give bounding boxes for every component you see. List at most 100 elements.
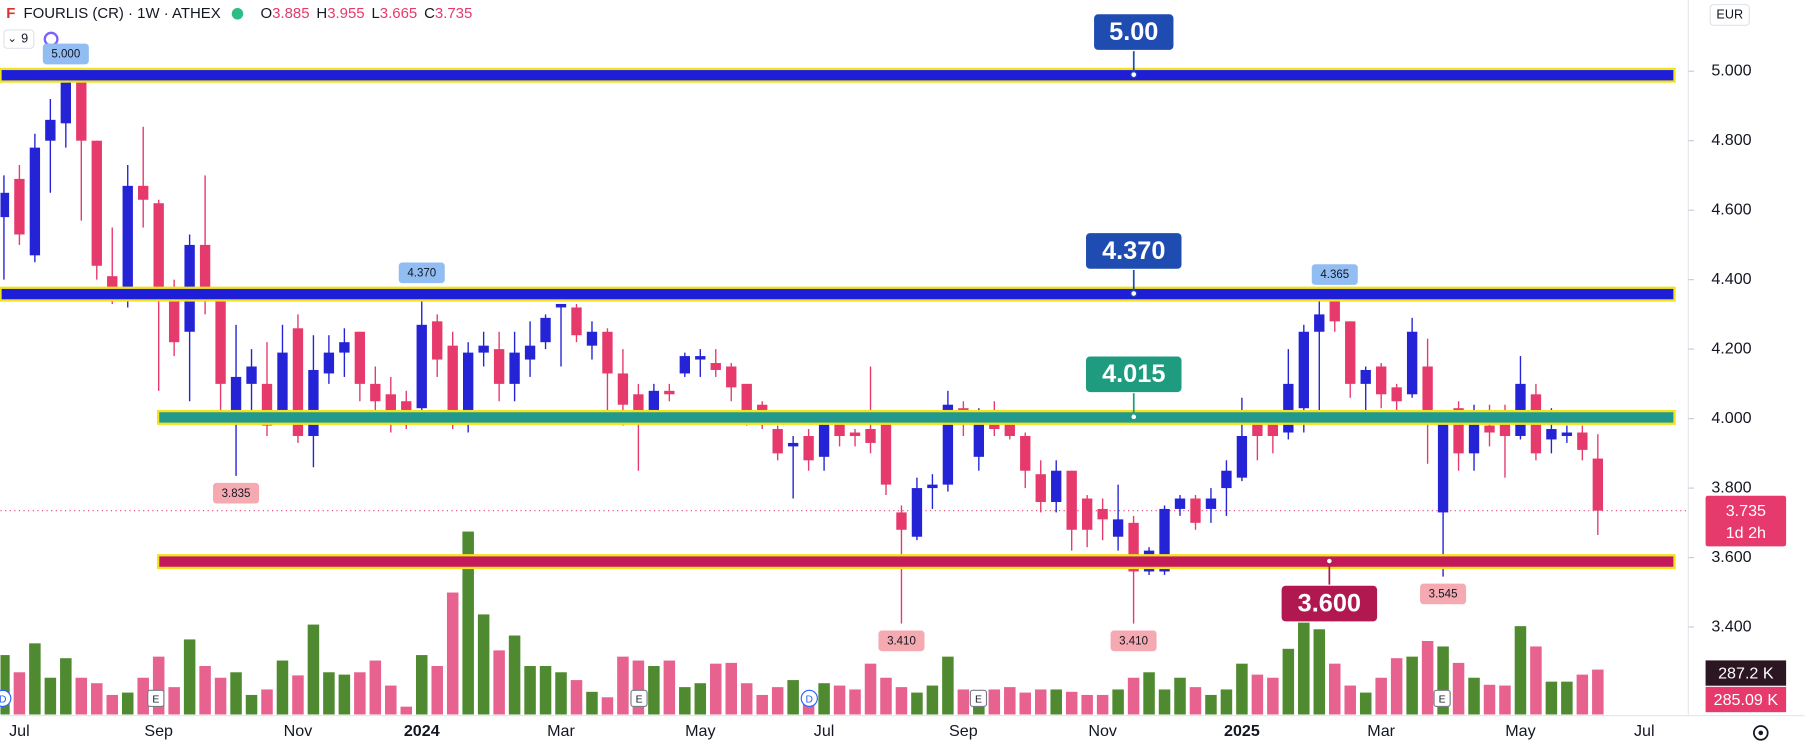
volume-bar [199, 666, 211, 715]
event-label: E [152, 694, 159, 705]
ohlc-key: L [372, 5, 380, 22]
volume-bar [168, 687, 180, 715]
extreme-label: 4.370 [407, 267, 436, 279]
volume-bar [756, 694, 768, 715]
volume-bar [1267, 677, 1279, 715]
candle-body [1515, 383, 1526, 436]
candle-body [1422, 366, 1433, 416]
x-tick-label: Jul [1634, 722, 1655, 740]
candle-body [1345, 321, 1356, 384]
candle-body [710, 363, 721, 370]
volume-bar [508, 635, 521, 715]
earnings-marker[interactable] [1433, 689, 1451, 708]
candle-body [524, 345, 536, 360]
candle-body [168, 290, 180, 343]
indicators-toggle[interactable] [3, 29, 35, 49]
earnings-marker[interactable] [147, 689, 165, 708]
volume-bar [1174, 677, 1186, 715]
volume-tag [1705, 660, 1787, 686]
level-label-box [1084, 231, 1183, 270]
candle-body [76, 71, 87, 141]
volume-bar [663, 660, 676, 715]
candle-body [772, 429, 783, 454]
volume-bar [1437, 646, 1449, 715]
candle-body [1159, 508, 1170, 572]
candle-body [493, 349, 505, 384]
earnings-marker[interactable] [630, 689, 648, 708]
candle-body [509, 352, 520, 384]
currency-box[interactable] [1709, 4, 1750, 26]
earnings-marker[interactable] [969, 689, 988, 708]
candle-body [1468, 422, 1480, 454]
volume-bar [245, 694, 258, 715]
volume-bar [446, 592, 459, 715]
candle-body [880, 422, 892, 485]
volume-bar [13, 672, 26, 715]
candle-body [339, 342, 350, 353]
candle-body [1035, 474, 1046, 502]
candle-body [1437, 418, 1449, 513]
x-tick-label: Jul [9, 722, 30, 740]
volume-bar [1514, 626, 1527, 715]
candle-body [927, 484, 938, 489]
candle-body [277, 352, 288, 416]
volume-bar [1576, 674, 1589, 715]
candle-body [617, 373, 629, 405]
candle-body [60, 71, 72, 124]
volume-bar [988, 689, 1001, 715]
volume-ma-tag [1705, 686, 1787, 713]
volume-bar [1329, 663, 1341, 715]
volume-bar [1282, 648, 1295, 715]
volume-bar [911, 692, 923, 715]
volume-bar [121, 692, 134, 715]
volume-bar [183, 639, 196, 715]
candle-body [1066, 470, 1077, 530]
header: F FOURLIS (CR) · 1W · ATHEX O3.885 H3.955… [3, 4, 1769, 741]
candle-body [1020, 435, 1031, 471]
candle-body [432, 321, 443, 360]
volume-bar [1468, 677, 1480, 715]
volume-bar [60, 658, 72, 715]
candle-body [401, 401, 412, 419]
y-tick-label: 4.400 [1711, 270, 1751, 288]
candle-body [138, 185, 149, 200]
volume-bar [1452, 662, 1465, 715]
volume-bar [818, 683, 830, 715]
dividend-marker[interactable] [800, 689, 818, 708]
dividend-marker[interactable] [0, 689, 12, 708]
candle-body [1205, 498, 1217, 509]
candle-body [1112, 519, 1124, 537]
volume-bar [1298, 611, 1310, 715]
candle-body [664, 390, 675, 395]
x-tick-label: Mar [1367, 722, 1395, 740]
ohlc-value: 3.885 [272, 5, 309, 22]
extreme-label-box [1311, 264, 1358, 285]
candle-body [45, 119, 56, 141]
candle-body [292, 328, 304, 436]
candle-body [834, 422, 845, 436]
candle-body [1376, 366, 1387, 395]
candle-body [818, 422, 830, 457]
volume-bar [292, 675, 304, 715]
indicator-count: 9 [21, 31, 28, 45]
volume-ma-label: 285.09 K [1714, 691, 1779, 709]
x-tick-label: 2024 [404, 722, 440, 740]
extreme-label: 5.000 [51, 49, 80, 61]
volume-bar [230, 672, 242, 715]
candle-body [308, 369, 319, 436]
volume-bar [1483, 684, 1496, 715]
market-status[interactable] [231, 8, 244, 20]
volume-bar [1375, 677, 1387, 715]
settings-icon[interactable] [1753, 725, 1769, 741]
candle-body [1592, 458, 1604, 511]
y-tick-label: 4.000 [1711, 409, 1751, 427]
countdown: 1d 2h [1726, 524, 1766, 542]
candle-body [1561, 432, 1573, 436]
ohlc: O3.885 H3.955 L3.665 C3.735 [261, 5, 473, 22]
x-tick-label: 2025 [1224, 722, 1260, 740]
candle-body [555, 303, 567, 308]
volume-bar [1205, 694, 1217, 715]
volume-bar [338, 674, 351, 715]
candle-body [1128, 522, 1139, 572]
